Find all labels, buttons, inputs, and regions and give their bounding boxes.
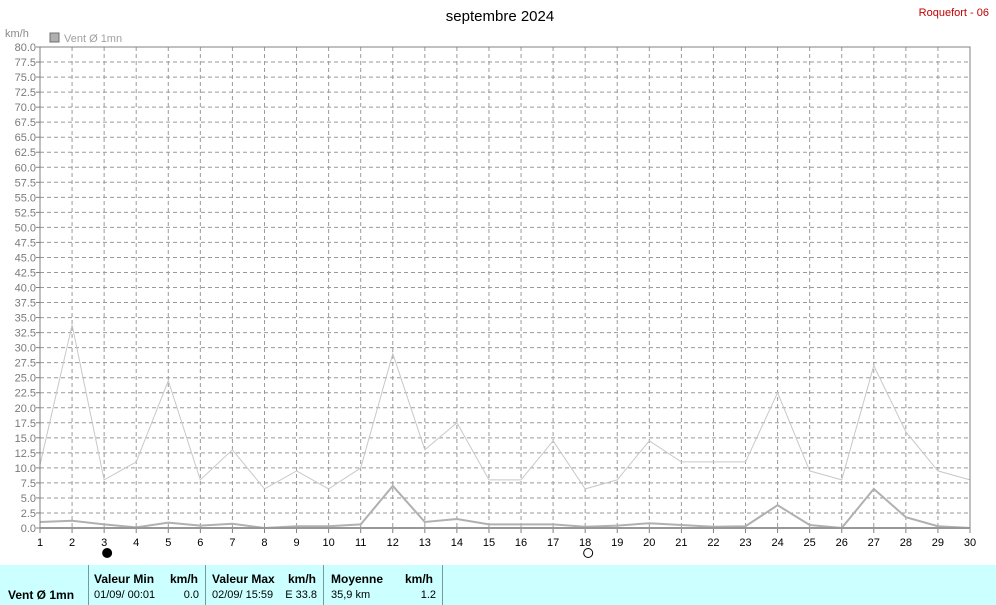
y-tick-label: 70.0 [15,102,36,114]
avg-unit: km/h [405,572,434,586]
y-tick-label: 67.5 [15,117,36,129]
min-value: 0.0 [183,589,199,601]
min-datetime: 01/09/ 00:01 [94,589,156,601]
x-tick-label: 22 [707,537,719,549]
y-tick-label: 37.5 [15,298,36,310]
x-tick-label: 8 [261,537,267,549]
y-tick-label: 7.5 [21,478,36,490]
y-tick-label: 77.5 [15,57,36,69]
y-tick-label: 72.5 [15,87,36,99]
x-tick-label: 14 [451,537,463,549]
y-ticks: 0.0 2.5 5.0 7.5 10.0 12.5 15.0 17.5 20.0 22.5 25.0… [15,42,40,535]
x-tick-label: 9 [293,537,299,549]
x-tick-label: 24 [771,537,783,549]
max-value: E 33.8 [285,589,317,601]
x-tick-label: 27 [868,537,880,549]
y-tick-label: 12.5 [15,448,36,460]
y-tick-label: 10.0 [15,463,36,475]
y-tick-label: 35.0 [15,313,36,325]
y-tick-label: 25.0 [15,373,36,385]
x-tick-label: 2 [69,537,75,549]
y-tick-label: 57.5 [15,177,36,189]
y-tick-label: 32.5 [15,328,36,340]
y-tick-label: 5.0 [21,493,36,505]
x-tick-label: 5 [165,537,171,549]
x-tick-label: 23 [739,537,751,549]
min-header: Valeur Min [94,572,155,586]
y-tick-label: 40.0 [15,283,36,295]
x-tick-label: 20 [643,537,655,549]
x-tick-label: 12 [387,537,399,549]
min-unit: km/h [170,572,199,586]
legend-label: Vent Ø 1mn [64,33,122,45]
y-tick-label: 60.0 [15,162,36,174]
x-tick-label: 21 [675,537,687,549]
stats-label: Vent Ø 1mn [8,588,75,602]
y-tick-label: 0.0 [21,523,36,535]
avg-value: 1.2 [420,589,436,601]
avg-distance: 35,9 km [331,589,371,601]
stats-min: Valeur Min km/h 01/09/ 00:01 0.0 [88,565,205,605]
stats-panel: Vent Ø 1mn Valeur Min km/h 01/09/ 00:01 … [0,565,996,605]
y-tick-label: 47.5 [15,237,36,249]
plot-frame [39,46,971,529]
y-tick-label: 15.0 [15,433,36,445]
stats-avg: Moyenne km/h 35,9 km 1.2 [323,565,443,605]
y-tick-label: 20.0 [15,403,36,415]
x-tick-label: 18 [579,537,591,549]
y-tick-label: 62.5 [15,147,36,159]
y-tick-label: 42.5 [15,267,36,279]
x-tick-label: 7 [229,537,235,549]
x-tick-label: 30 [964,537,976,549]
grid [40,47,970,528]
y-tick-label: 27.5 [15,358,36,370]
chart-title: septembre 2024 [446,8,554,25]
y-tick-label: 2.5 [21,508,36,520]
y-tick-label: 50.0 [15,222,36,234]
series-line-avg [39,484,971,530]
y-tick-label: 75.0 [15,72,36,84]
station-name: Roquefort - 06 [919,7,989,19]
x-ticks: 1 2 3 4 5 6 7 8 9 10 11 12 13 14 15 16 17 18 19 20 21 22 23 24 2… [37,528,976,549]
x-tick-label: 13 [419,537,431,549]
series-line-max [39,324,971,490]
x-tick-label: 28 [900,537,912,549]
x-tick-label: 15 [483,537,495,549]
y-tick-label: 45.0 [15,252,36,264]
stats-max: Valeur Max km/h 02/09/ 15:59 E 33.8 [205,565,323,605]
y-tick-label: 55.0 [15,192,36,204]
legend-swatch [49,32,60,43]
y-tick-label: 65.0 [15,132,36,144]
x-tick-label: 6 [197,537,203,549]
max-unit: km/h [288,572,317,586]
max-header: Valeur Max [212,572,275,586]
x-tick-label: 16 [515,537,527,549]
avg-header: Moyenne [331,572,384,586]
x-tick-label: 1 [37,537,43,549]
y-tick-label: 22.5 [15,388,36,400]
moon-full-icon [583,548,594,558]
x-tick-label: 26 [836,537,848,549]
x-tick-label: 29 [932,537,944,549]
y-tick-label: 52.5 [15,207,36,219]
x-tick-label: 11 [355,537,366,549]
x-tick-label: 19 [611,537,623,549]
y-axis-unit: km/h [5,28,29,40]
y-tick-label: 17.5 [15,418,36,430]
x-tick-label: 4 [133,537,139,549]
wind-chart: septembre 2024 Roquefort - 06 km/h Vent … [5,7,989,558]
moon-phases [102,548,594,558]
x-tick-label: 3 [101,537,107,549]
x-tick-label: 10 [322,537,334,549]
y-tick-label: 30.0 [15,343,36,355]
y-tick-label: 80.0 [15,42,36,54]
max-datetime: 02/09/ 15:59 [212,589,274,601]
x-tick-label: 17 [547,537,559,549]
x-tick-label: 25 [804,537,816,549]
moon-new-icon [102,548,113,558]
